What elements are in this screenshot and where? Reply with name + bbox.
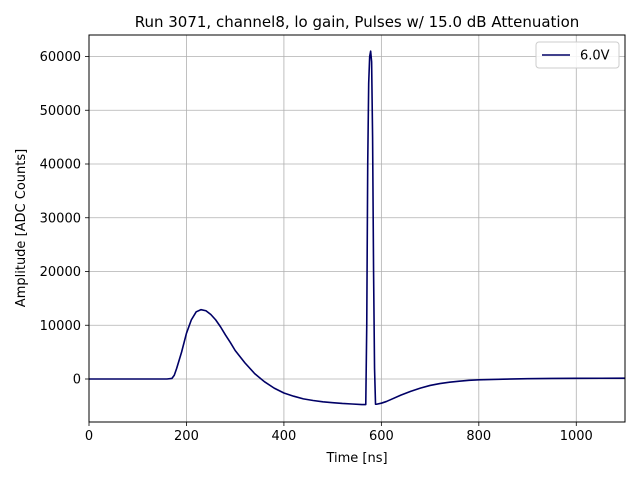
x-tick-label: 400 <box>271 429 296 444</box>
chart-title: Run 3071, channel8, lo gain, Pulses w/ 1… <box>135 13 580 31</box>
y-axis-label: Amplitude [ADC Counts] <box>14 149 29 307</box>
y-tick-label: 20000 <box>40 265 81 280</box>
y-tick-label: 0 <box>73 373 81 388</box>
y-axis: 0 10000 20000 30000 40000 50000 60000 <box>40 50 89 388</box>
y-tick-label: 10000 <box>40 319 81 334</box>
legend: 6.0V <box>535 41 620 69</box>
x-tick-label: 200 <box>174 429 199 444</box>
y-tick-label: 40000 <box>40 158 81 173</box>
y-tick-label: 60000 <box>40 50 81 65</box>
series-line-0 <box>89 50 626 406</box>
x-axis: 0 200 400 600 800 1000 <box>85 422 593 444</box>
x-axis-label: Time [ns] <box>325 451 387 466</box>
plot-frame <box>88 34 626 423</box>
y-tick-label: 50000 <box>40 104 81 119</box>
y-tick-label: 30000 <box>40 211 81 226</box>
x-tick-label: 0 <box>85 429 93 444</box>
grid <box>88 35 625 422</box>
x-tick-label: 1000 <box>560 429 593 444</box>
series-layer <box>89 50 626 406</box>
x-tick-label: 800 <box>466 429 491 444</box>
legend-box <box>535 41 620 69</box>
legend-label: 6.0V <box>580 49 610 64</box>
x-tick-label: 600 <box>369 429 394 444</box>
